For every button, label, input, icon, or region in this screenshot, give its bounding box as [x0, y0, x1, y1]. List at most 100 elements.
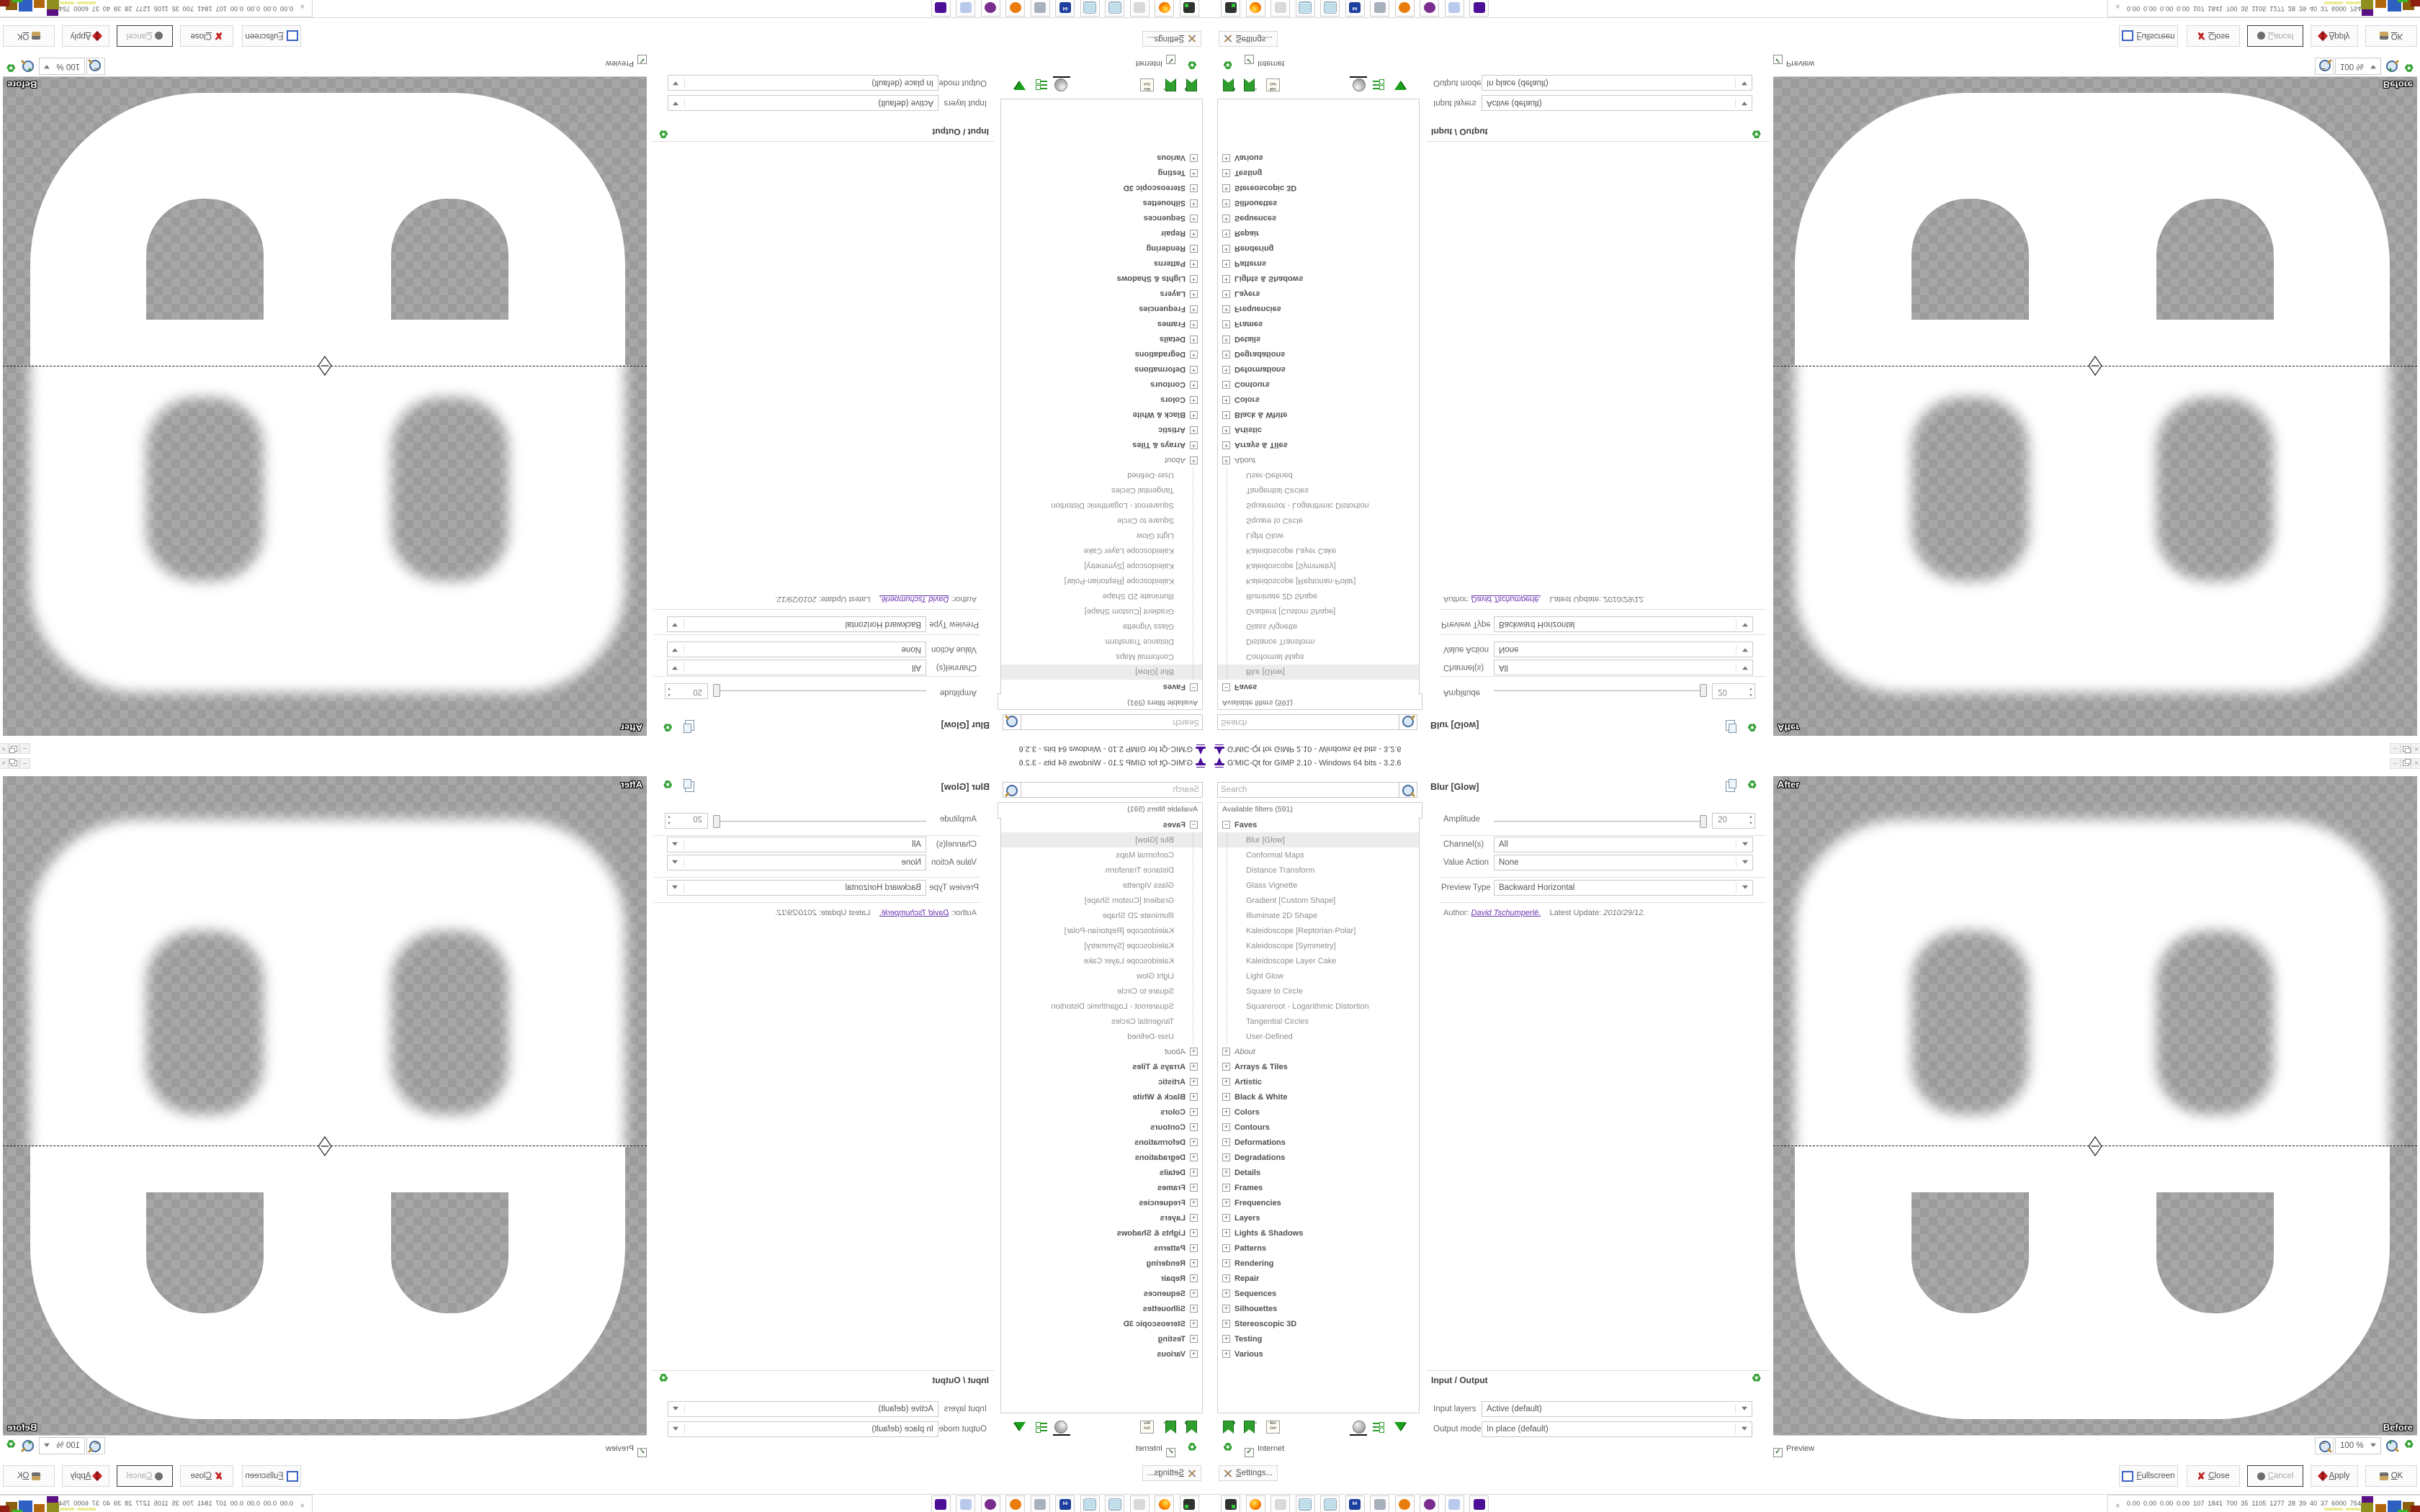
collapse-icon[interactable]: − — [1190, 821, 1198, 829]
settings-button[interactable]: Settings... — [1219, 31, 1278, 47]
zoom-level-dropdown[interactable]: 100 % — [39, 58, 85, 75]
filter-tree-category[interactable]: + Lights & Shadows — [1218, 1225, 1419, 1241]
remove-fave-button[interactable]: − — [1163, 1419, 1176, 1437]
expand-icon[interactable]: + — [1190, 336, 1198, 343]
expand-icon[interactable]: + — [1222, 199, 1230, 207]
zoom-level-dropdown[interactable]: 100 % — [39, 1437, 85, 1454]
expand-icon[interactable]: + — [1190, 1169, 1198, 1176]
expand-icon[interactable]: + — [1190, 1153, 1198, 1161]
filter-tree-category[interactable]: + Degradations — [1001, 347, 1202, 362]
filter-tree-item[interactable]: Glass Vignette — [1001, 619, 1202, 634]
apply-button[interactable]: Apply — [62, 1465, 109, 1487]
taskbar-icon-notepad[interactable] — [1295, 1495, 1315, 1512]
filter-tree-category[interactable]: + Various — [1001, 150, 1202, 166]
amplitude-slider[interactable] — [1494, 690, 1701, 691]
search-button[interactable] — [1399, 782, 1417, 798]
window-titlebar[interactable]: G'MIC-Qt for GIMP 2.10 - Windows 64 bits… — [1210, 756, 2420, 770]
zoom-out-button[interactable]: − — [86, 58, 105, 75]
ok-button[interactable]: OK — [2365, 1465, 2417, 1487]
apply-button[interactable]: Apply — [2311, 25, 2358, 47]
filter-tree-category[interactable]: + Patterns — [1218, 1241, 1419, 1256]
internet-checkbox[interactable]: ✓ — [1245, 1444, 1254, 1457]
visibility-checklist-button[interactable] — [1036, 76, 1047, 90]
filter-tree-category[interactable]: + Deformations — [1001, 362, 1202, 377]
taskbar-icon-notepad[interactable] — [1320, 0, 1340, 17]
expand-icon[interactable]: + — [1190, 1274, 1198, 1282]
collapse-all-button[interactable] — [1014, 1421, 1026, 1434]
io-refresh-button[interactable]: ♻ — [1752, 127, 1762, 140]
filter-tree-category[interactable]: + Testing — [1001, 1331, 1202, 1346]
search-input[interactable] — [1020, 782, 1203, 798]
taskbar-icon-volume-muted[interactable] — [1130, 1495, 1150, 1512]
filter-tree-category[interactable]: + Silhouettes — [1218, 196, 1419, 211]
collapse-all-button[interactable] — [1394, 1421, 1406, 1434]
taskbar-icon-notepad[interactable] — [1320, 1495, 1340, 1512]
filter-tree-category[interactable]: − Faves — [1001, 680, 1202, 695]
copy-command-button[interactable] — [685, 716, 694, 731]
filter-tree-item[interactable]: Illuminate 2D Shape — [1218, 908, 1419, 923]
filter-tree-category[interactable]: + Colors — [1001, 392, 1202, 408]
filter-tree-item[interactable]: Kaleidoscope [Reptorian-Polar] — [1001, 574, 1202, 589]
filter-tree-category[interactable]: + Layers — [1001, 1210, 1202, 1225]
value-action-dropdown[interactable]: None — [1494, 642, 1753, 657]
taskbar-icon-notepad[interactable] — [1080, 0, 1100, 17]
filter-tree-category[interactable]: + Stereoscopic 3D — [1001, 181, 1202, 196]
expand-icon[interactable]: + — [1222, 1184, 1230, 1192]
collapse-all-button[interactable] — [1394, 78, 1406, 91]
filter-tree-item[interactable]: Kaleidoscope [Reptorian-Polar] — [1001, 923, 1202, 938]
close-button[interactable]: ✘ Close — [180, 25, 233, 47]
taskbar-icon-owl-app[interactable] — [981, 1495, 1000, 1512]
expand-icon[interactable]: + — [1190, 1229, 1198, 1237]
filter-tree-category[interactable]: + Patterns — [1218, 256, 1419, 271]
taskbar-icon-notepad[interactable] — [1105, 0, 1125, 17]
search-input[interactable] — [1217, 782, 1400, 798]
filter-tree-item[interactable]: Gradient [Custom Shape] — [1218, 604, 1419, 619]
taskbar-icon-installer-64[interactable]: 64 — [1345, 1495, 1365, 1512]
filter-tree-category[interactable]: + Sequences — [1218, 211, 1419, 226]
remove-fave-button[interactable]: − — [1244, 1419, 1257, 1437]
expand-icon[interactable]: + — [1190, 245, 1198, 253]
expand-icon[interactable]: + — [1190, 1123, 1198, 1131]
expand-icon[interactable]: + — [1190, 1063, 1198, 1071]
filter-tree-category[interactable]: + Testing — [1218, 166, 1419, 181]
filter-tree-category[interactable]: + Stereoscopic 3D — [1218, 181, 1419, 196]
filter-tree-category[interactable]: + Lights & Shadows — [1001, 271, 1202, 287]
filter-tree-item[interactable]: Kaleidoscope [Symmetry] — [1218, 938, 1419, 953]
filter-tree-category[interactable]: + Lights & Shadows — [1218, 271, 1419, 287]
expand-icon[interactable]: + — [1190, 1350, 1198, 1358]
minimize-button[interactable]: – — [2390, 758, 2401, 769]
close-window-button[interactable]: × — [2411, 758, 2420, 769]
filter-tree-category[interactable]: − Faves — [1218, 680, 1419, 695]
reset-filter-button[interactable]: ♻ — [1747, 779, 1757, 791]
filter-tree-category[interactable]: + Details — [1218, 332, 1419, 347]
expand-icon[interactable]: + — [1190, 184, 1198, 192]
expand-icon[interactable]: + — [1190, 1244, 1198, 1252]
filter-tree-item[interactable]: Kaleidoscope [Reptorian-Polar] — [1218, 574, 1419, 589]
taskbar-icon-installer-64[interactable]: 64 — [1055, 0, 1075, 17]
preview-pane[interactable]: After Before — [1773, 776, 2417, 1436]
taskbar-icon-calculator[interactable] — [1444, 1495, 1464, 1512]
output-mode-dropdown[interactable]: In place (default) — [1482, 1421, 1752, 1437]
expand-icon[interactable]: + — [1222, 1290, 1230, 1297]
preview-checkbox[interactable]: ✓ — [1773, 1444, 1783, 1457]
filter-tree-item[interactable]: Distance Transform — [1001, 634, 1202, 649]
filter-tree-category[interactable]: + Artistic — [1218, 1074, 1419, 1089]
fullscreen-button[interactable]: Fullscreen — [242, 1465, 301, 1487]
reset-zoom-button[interactable]: ♻ — [2404, 61, 2414, 73]
preview-pane[interactable]: After Before — [3, 76, 647, 736]
filter-tree-item[interactable]: Gradient [Custom Shape] — [1001, 604, 1202, 619]
reset-filter-button[interactable]: ♻ — [663, 721, 673, 733]
internet-checkbox[interactable]: ✓ — [1166, 1444, 1175, 1457]
filter-tree-category[interactable]: + Artistic — [1001, 423, 1202, 438]
taskbar-icon-blender[interactable] — [1005, 0, 1026, 17]
expand-icon[interactable]: + — [1190, 215, 1198, 222]
amplitude-spinbox[interactable]: 20 ▲ ▼ — [665, 683, 708, 699]
restore-button[interactable] — [9, 743, 19, 754]
expand-icon[interactable]: + — [1190, 381, 1198, 389]
input-layers-dropdown[interactable]: Active (default) — [668, 95, 938, 111]
search-input[interactable] — [1217, 714, 1400, 730]
settings-button[interactable]: Settings... — [1142, 1465, 1201, 1481]
close-button[interactable]: ✘ Close — [180, 1465, 233, 1487]
restore-button[interactable] — [2401, 743, 2411, 754]
expand-icon[interactable]: + — [1190, 1335, 1198, 1343]
